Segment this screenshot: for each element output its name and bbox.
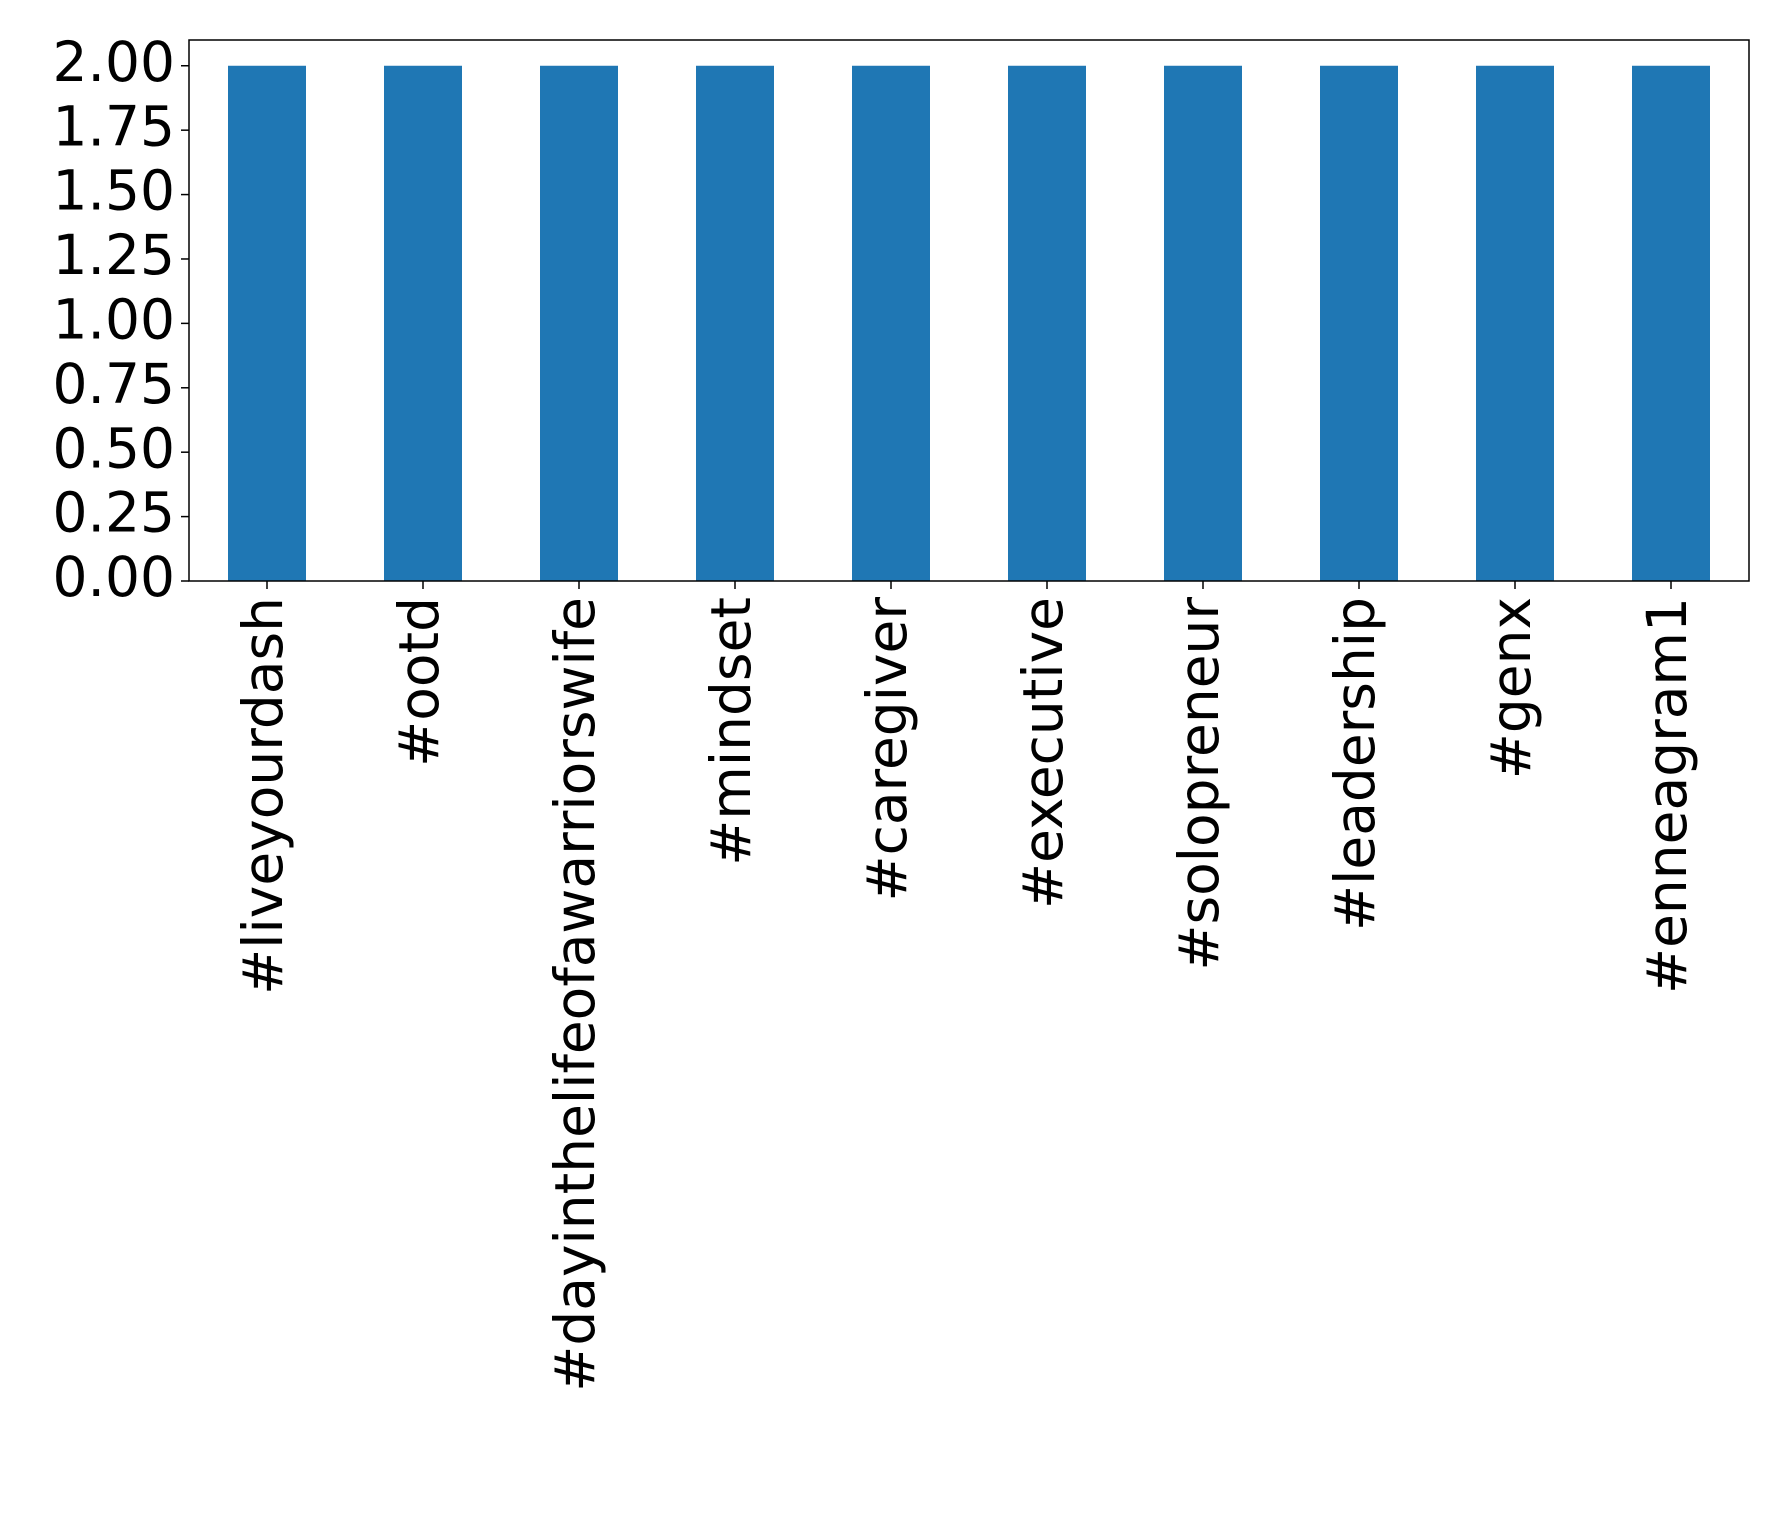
- bar: [540, 65, 618, 581]
- bar: [384, 65, 462, 581]
- x-tick-label: #caregiver: [855, 597, 919, 902]
- bar: [696, 65, 774, 581]
- x-tick-label: #executive: [1011, 597, 1075, 909]
- x-tick-label: #dayinthelifeofawarriorswife: [543, 597, 607, 1392]
- bar: [1164, 65, 1242, 581]
- x-tick-label: #mindset: [699, 597, 763, 866]
- bar: [852, 65, 930, 581]
- x-tick-label: #enneagram1: [1635, 597, 1699, 994]
- y-tick-label: 1.25: [53, 223, 175, 287]
- y-tick-label: 0.75: [53, 352, 175, 416]
- y-tick-label: 0.50: [53, 416, 175, 480]
- x-tick-label: #genx: [1479, 597, 1543, 779]
- y-tick-label: 0.25: [53, 481, 175, 545]
- y-tick-label: 2.00: [53, 30, 175, 94]
- y-tick-label: 1.50: [53, 159, 175, 223]
- x-tick-label: #ootd: [387, 597, 451, 767]
- x-tick-label: #leadership: [1323, 597, 1387, 931]
- bar: [1476, 65, 1554, 581]
- x-tick-label: #solopreneur: [1167, 597, 1231, 971]
- y-tick-label: 0.00: [53, 545, 175, 609]
- x-tick-label: #liveyourdash: [231, 597, 295, 995]
- plot-frame: [188, 39, 1750, 582]
- bar: [228, 65, 306, 581]
- y-tick-label: 1.00: [53, 288, 175, 352]
- bar: [1320, 65, 1398, 581]
- y-tick-label: 1.75: [53, 94, 175, 158]
- bar: [1008, 65, 1086, 581]
- bar: [1632, 65, 1710, 581]
